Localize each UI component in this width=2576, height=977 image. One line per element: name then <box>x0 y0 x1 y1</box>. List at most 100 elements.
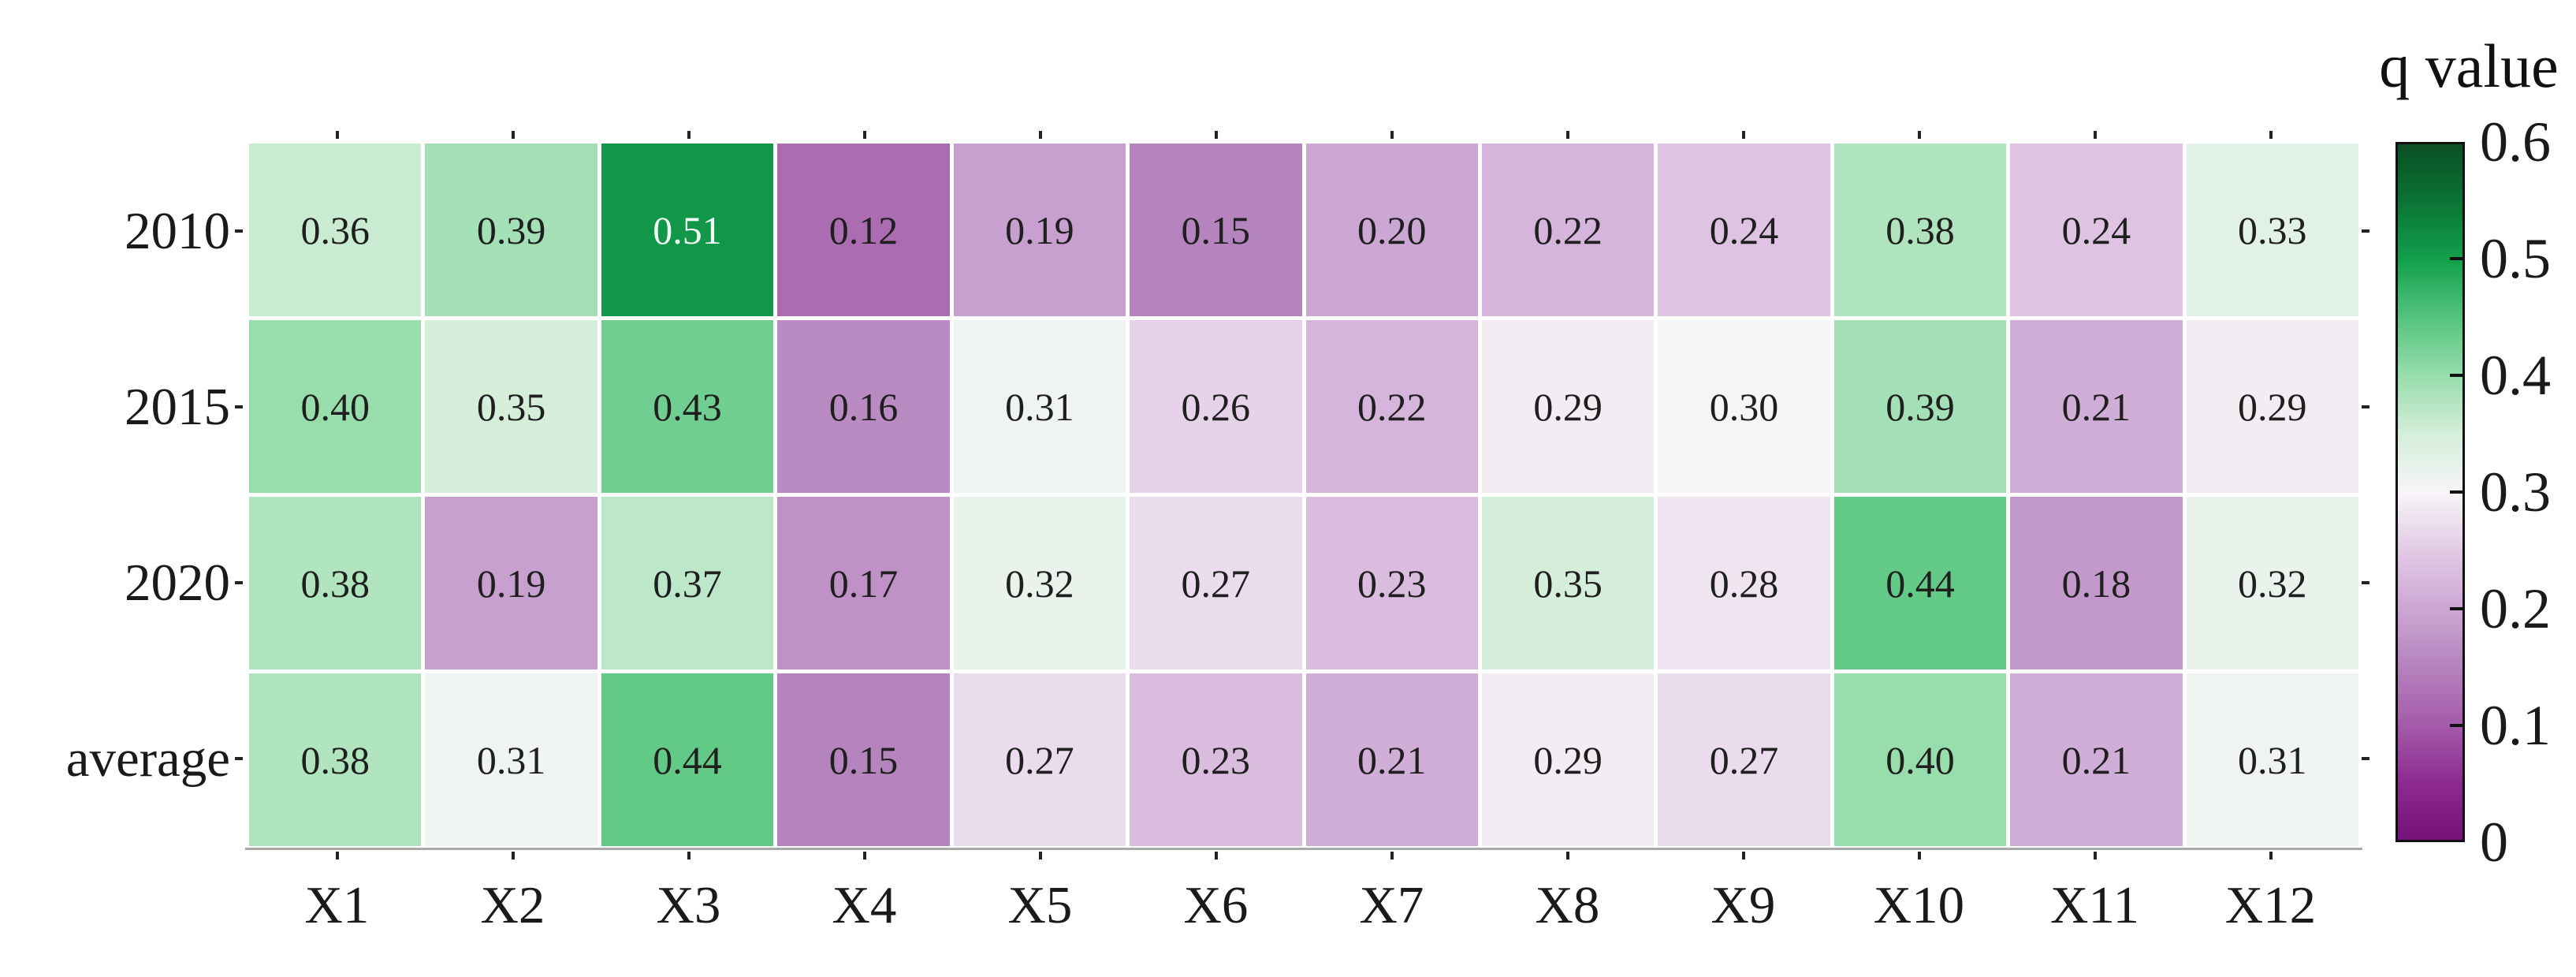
heatmap-cell: 0.21 <box>1305 673 1478 846</box>
heatmap-cell: 0.39 <box>1833 320 2007 493</box>
colorbar-tick-label: 0.3 <box>2480 461 2551 524</box>
axis-tick <box>1214 131 1218 139</box>
x-axis-label: X10 <box>1873 876 1965 934</box>
axis-tick <box>2093 131 2097 139</box>
x-axis-label: X11 <box>2050 876 2139 934</box>
colorbar-tick <box>2450 374 2462 377</box>
axis-tick <box>1038 852 1042 860</box>
heatmap-cell: 0.31 <box>2186 673 2358 846</box>
y-axis-label: average <box>65 729 230 788</box>
heatmap-cell: 0.28 <box>1658 497 1830 669</box>
x-axis-line <box>245 848 2362 850</box>
heatmap-cell: 0.30 <box>1658 320 1830 493</box>
heatmap-cell: 0.15 <box>1130 144 1302 316</box>
heatmap-cell: 0.21 <box>2010 320 2183 493</box>
colorbar-title: q value <box>2379 32 2559 100</box>
axis-tick <box>1214 852 1218 860</box>
axis-tick <box>2269 852 2273 860</box>
heatmap-cell: 0.23 <box>1130 673 1302 846</box>
heatmap-cell: 0.44 <box>601 673 774 846</box>
heatmap-cell: 0.35 <box>425 320 597 493</box>
heatmap-cell: 0.51 <box>601 144 774 316</box>
axis-tick <box>1565 131 1569 139</box>
x-axis-label: X1 <box>304 876 370 934</box>
x-axis-label: X6 <box>1183 876 1249 934</box>
heatmap-cell: 0.27 <box>1130 497 1302 669</box>
x-axis-label: X2 <box>480 876 545 934</box>
y-axis-label: 2020 <box>125 553 230 612</box>
heatmap-cell: 0.23 <box>1305 497 1478 669</box>
heatmap-cell: 0.17 <box>777 497 950 669</box>
heatmap-cell: 0.31 <box>425 673 597 846</box>
heatmap-cell: 0.20 <box>1305 144 1478 316</box>
y-axis-label: 2015 <box>125 378 230 437</box>
heatmap-cell: 0.32 <box>2186 497 2358 669</box>
heatmap-cell: 0.22 <box>1481 144 1655 316</box>
heatmap-cell: 0.24 <box>1658 144 1830 316</box>
heatmap-cell: 0.31 <box>953 320 1126 493</box>
heatmap-cell: 0.19 <box>425 497 597 669</box>
heatmap-cell: 0.36 <box>249 144 422 316</box>
axis-tick <box>1917 131 1921 139</box>
heatmap-cell: 0.38 <box>1833 144 2007 316</box>
heatmap-cell: 0.27 <box>1658 673 1830 846</box>
heatmap-cell: 0.21 <box>2010 673 2183 846</box>
colorbar-tick <box>2450 257 2462 260</box>
heatmap-cell: 0.40 <box>249 320 422 493</box>
x-axis-label: X8 <box>1535 876 1600 934</box>
axis-tick <box>862 131 866 139</box>
heatmap-cell: 0.12 <box>777 144 950 316</box>
axis-tick <box>687 852 691 860</box>
x-axis-label: X12 <box>2224 876 2317 934</box>
axis-tick <box>1390 131 1394 139</box>
heatmap-cell: 0.19 <box>953 144 1126 316</box>
heatmap-cell: 0.35 <box>1481 497 1655 669</box>
heatmap-cell: 0.29 <box>1481 673 1655 846</box>
heatmap-cell: 0.22 <box>1305 320 1478 493</box>
axis-tick <box>862 852 866 860</box>
axis-tick <box>1917 852 1921 860</box>
axis-tick <box>235 756 243 760</box>
axis-tick <box>2362 756 2369 760</box>
colorbar-tick-label: 0.2 <box>2480 577 2551 640</box>
heatmap-cell: 0.27 <box>953 673 1126 846</box>
y-axis-label: 2010 <box>125 202 230 261</box>
axis-tick <box>2093 852 2097 860</box>
x-axis-label: X5 <box>1007 876 1073 934</box>
x-axis-label: X9 <box>1711 876 1776 934</box>
axis-tick <box>2362 229 2369 233</box>
heatmap-cell: 0.26 <box>1130 320 1302 493</box>
colorbar-tick <box>2450 490 2462 494</box>
axis-tick <box>511 852 515 860</box>
colorbar-tick <box>2450 607 2462 610</box>
axis-tick <box>1741 852 1745 860</box>
axis-tick <box>1741 131 1745 139</box>
heatmap-cell: 0.40 <box>1833 673 2007 846</box>
heatmap-cell: 0.15 <box>777 673 950 846</box>
x-axis-label: X4 <box>832 876 897 934</box>
axis-tick <box>1390 852 1394 860</box>
heatmap-cell: 0.16 <box>777 320 950 493</box>
colorbar-tick-label: 0.5 <box>2480 227 2551 290</box>
axis-tick <box>2269 131 2273 139</box>
heatmap-cell: 0.38 <box>249 673 422 846</box>
axis-tick <box>235 580 243 584</box>
heatmap-cell: 0.39 <box>425 144 597 316</box>
x-axis-label: X3 <box>656 876 721 934</box>
axis-tick <box>235 405 243 409</box>
axis-tick <box>1038 131 1042 139</box>
colorbar-tick-label: 0.1 <box>2480 694 2551 757</box>
colorbar-tick-label: 0.4 <box>2480 344 2551 407</box>
heatmap-cell: 0.37 <box>601 497 774 669</box>
axis-tick <box>235 229 243 233</box>
axis-tick <box>511 131 515 139</box>
x-axis-label: X7 <box>1359 876 1424 934</box>
heatmap-cell: 0.29 <box>1481 320 1655 493</box>
heatmap-cell: 0.24 <box>2010 144 2183 316</box>
axis-tick <box>335 852 339 860</box>
heatmap-cell: 0.33 <box>2186 144 2358 316</box>
heatmap-cell: 0.18 <box>2010 497 2183 669</box>
colorbar-tick-label: 0.6 <box>2480 110 2551 173</box>
heatmap-cell: 0.43 <box>601 320 774 493</box>
